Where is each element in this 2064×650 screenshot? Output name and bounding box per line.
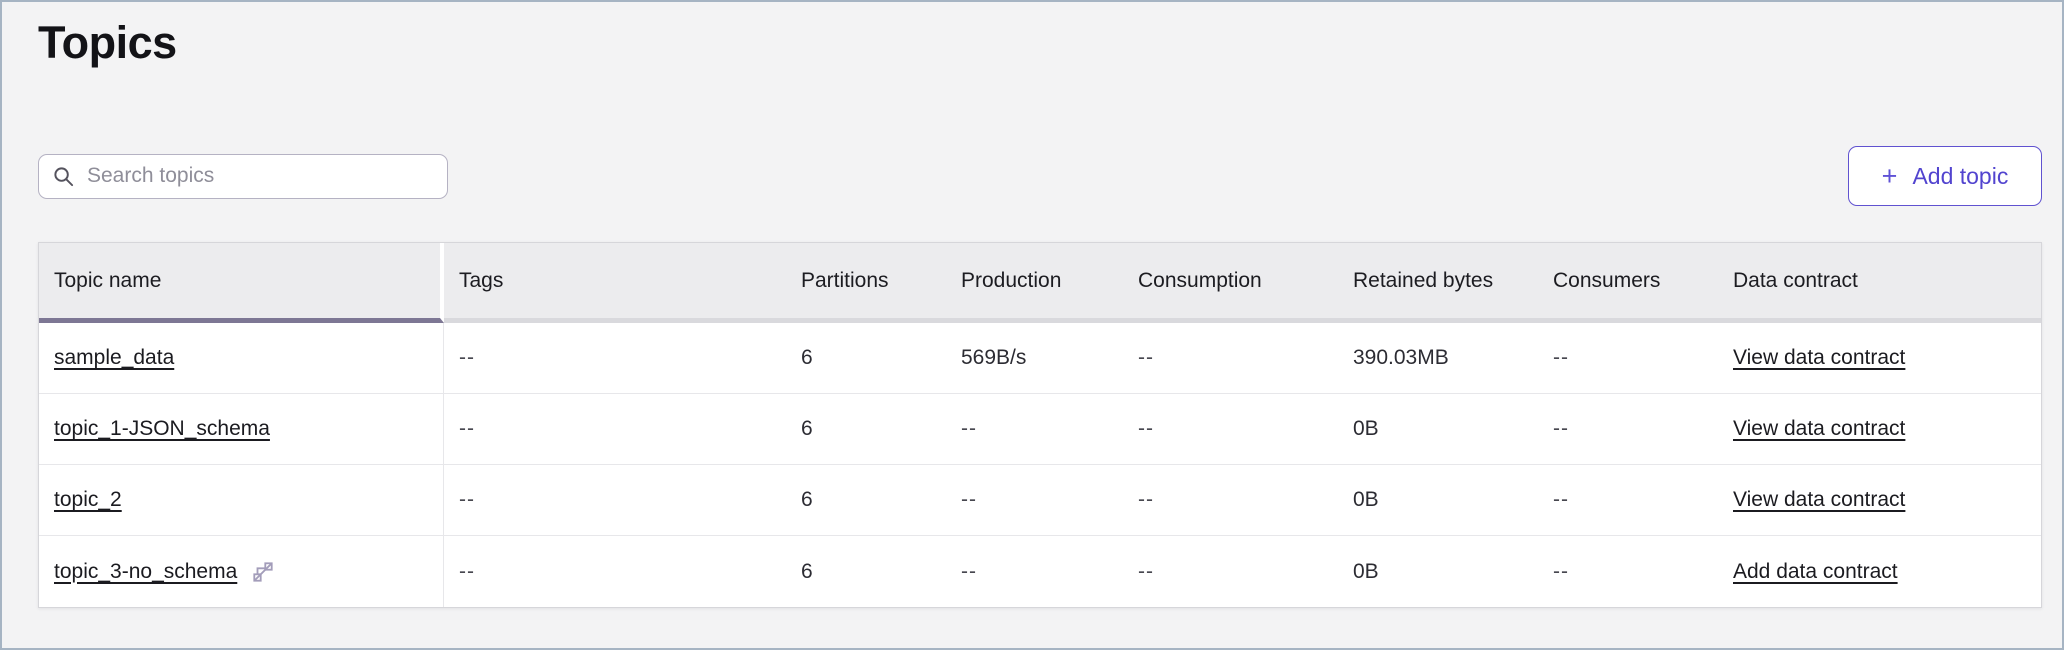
consumers-cell: -- (1538, 323, 1718, 394)
column-header-spacer (1958, 243, 2041, 323)
consumption-cell: -- (1123, 323, 1338, 394)
column-header-production[interactable]: Production (946, 243, 1123, 323)
partitions-cell: 6 (786, 323, 946, 394)
add-topic-label: Add topic (1912, 162, 2009, 189)
consumption-cell: -- (1123, 536, 1338, 607)
table-row: topic_1-JSON_schema -- 6 -- -- 0B -- Vie… (39, 394, 2041, 465)
column-header-consumption[interactable]: Consumption (1123, 243, 1338, 323)
topics-table: Topic name Tags Partitions Production Co… (38, 242, 2042, 608)
data-contract-link[interactable]: View data contract (1733, 417, 1906, 440)
tags-cell: -- (444, 394, 786, 465)
plus-icon: + (1881, 160, 1898, 191)
table-header-row: Topic name Tags Partitions Production Co… (39, 243, 2041, 323)
search-box (38, 153, 448, 199)
column-header-tags[interactable]: Tags (444, 243, 786, 323)
tags-cell: -- (444, 536, 786, 607)
retained-bytes-cell: 0B (1338, 465, 1538, 536)
topic-link[interactable]: topic_1-JSON_schema (54, 417, 270, 440)
add-topic-button[interactable]: + Add topic (1848, 146, 2042, 206)
table-row: sample_data -- 6 569B/s -- 390.03MB -- V… (39, 323, 2041, 394)
topic-link[interactable]: topic_2 (54, 488, 122, 511)
topic-name-cell: topic_2 (39, 465, 444, 536)
table-row: topic_3-no_schema -- 6 -- -- 0B -- Add d… (39, 536, 2041, 607)
topic-link[interactable]: sample_data (54, 346, 175, 369)
topic-link[interactable]: topic_3-no_schema (54, 559, 238, 583)
partitions-cell: 6 (786, 536, 946, 607)
production-cell: -- (946, 394, 1123, 465)
data-contract-link[interactable]: Add data contract (1733, 559, 1898, 583)
partitions-cell: 6 (786, 465, 946, 536)
data-contract-cell: View data contract (1718, 323, 1958, 394)
spacer-cell (1958, 465, 2041, 536)
topic-name-cell: topic_3-no_schema (39, 536, 444, 607)
consumers-cell: -- (1538, 394, 1718, 465)
partitions-cell: 6 (786, 394, 946, 465)
table-row: topic_2 -- 6 -- -- 0B -- View data contr… (39, 465, 2041, 536)
data-contract-link[interactable]: View data contract (1733, 488, 1906, 511)
column-header-partitions[interactable]: Partitions (786, 243, 946, 323)
retained-bytes-cell: 0B (1338, 536, 1538, 607)
tags-cell: -- (444, 323, 786, 394)
spacer-cell (1958, 536, 2041, 607)
retained-bytes-cell: 0B (1338, 394, 1538, 465)
search-input[interactable] (38, 153, 448, 199)
tags-cell: -- (444, 465, 786, 536)
consumption-cell: -- (1123, 465, 1338, 536)
data-contract-cell: View data contract (1718, 465, 1958, 536)
data-contract-cell: Add data contract (1718, 536, 1958, 607)
spacer-cell (1958, 394, 2041, 465)
column-header-data-contract[interactable]: Data contract (1718, 243, 1958, 323)
data-contract-link[interactable]: View data contract (1733, 346, 1906, 369)
topic-name-cell: sample_data (39, 323, 444, 394)
schema-crossed-out-icon (252, 561, 274, 583)
production-cell: -- (946, 465, 1123, 536)
column-header-consumers[interactable]: Consumers (1538, 243, 1718, 323)
consumers-cell: -- (1538, 536, 1718, 607)
spacer-cell (1958, 323, 2041, 394)
consumers-cell: -- (1538, 465, 1718, 536)
toolbar: + Add topic (38, 146, 2042, 206)
production-cell: -- (946, 536, 1123, 607)
topic-name-cell: topic_1-JSON_schema (39, 394, 444, 465)
retained-bytes-cell: 390.03MB (1338, 323, 1538, 394)
column-header-topic-name[interactable]: Topic name (39, 243, 444, 323)
consumption-cell: -- (1123, 394, 1338, 465)
data-contract-cell: View data contract (1718, 394, 1958, 465)
production-cell: 569B/s (946, 323, 1123, 394)
page-title: Topics (38, 17, 177, 68)
column-header-retained-bytes[interactable]: Retained bytes (1338, 243, 1538, 323)
search-icon (54, 166, 74, 186)
